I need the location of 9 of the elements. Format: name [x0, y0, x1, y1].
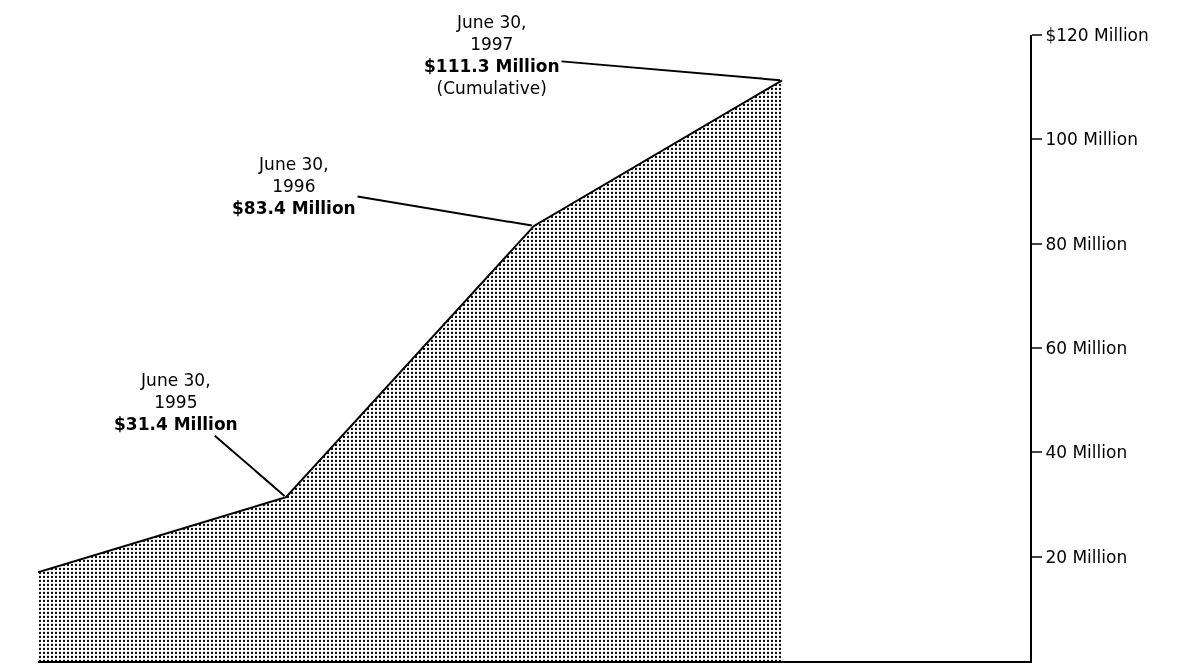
y-tick-label: $120 Million [1045, 24, 1149, 45]
y-tick-label: 80 Million [1045, 233, 1128, 254]
y-tick-label: 60 Million [1045, 337, 1128, 358]
y-tick-label: 20 Million [1045, 546, 1128, 567]
annotation: June 30, 1995 $31.4 Million [114, 370, 238, 435]
y-tick-label: 40 Million [1045, 442, 1128, 463]
annotation: June 30, 1997 $111.3 Million (Cumulative) [424, 12, 560, 99]
y-tick-label: 100 Million [1045, 129, 1138, 150]
annotation: June 30, 1996 $83.4 Million [232, 154, 356, 219]
